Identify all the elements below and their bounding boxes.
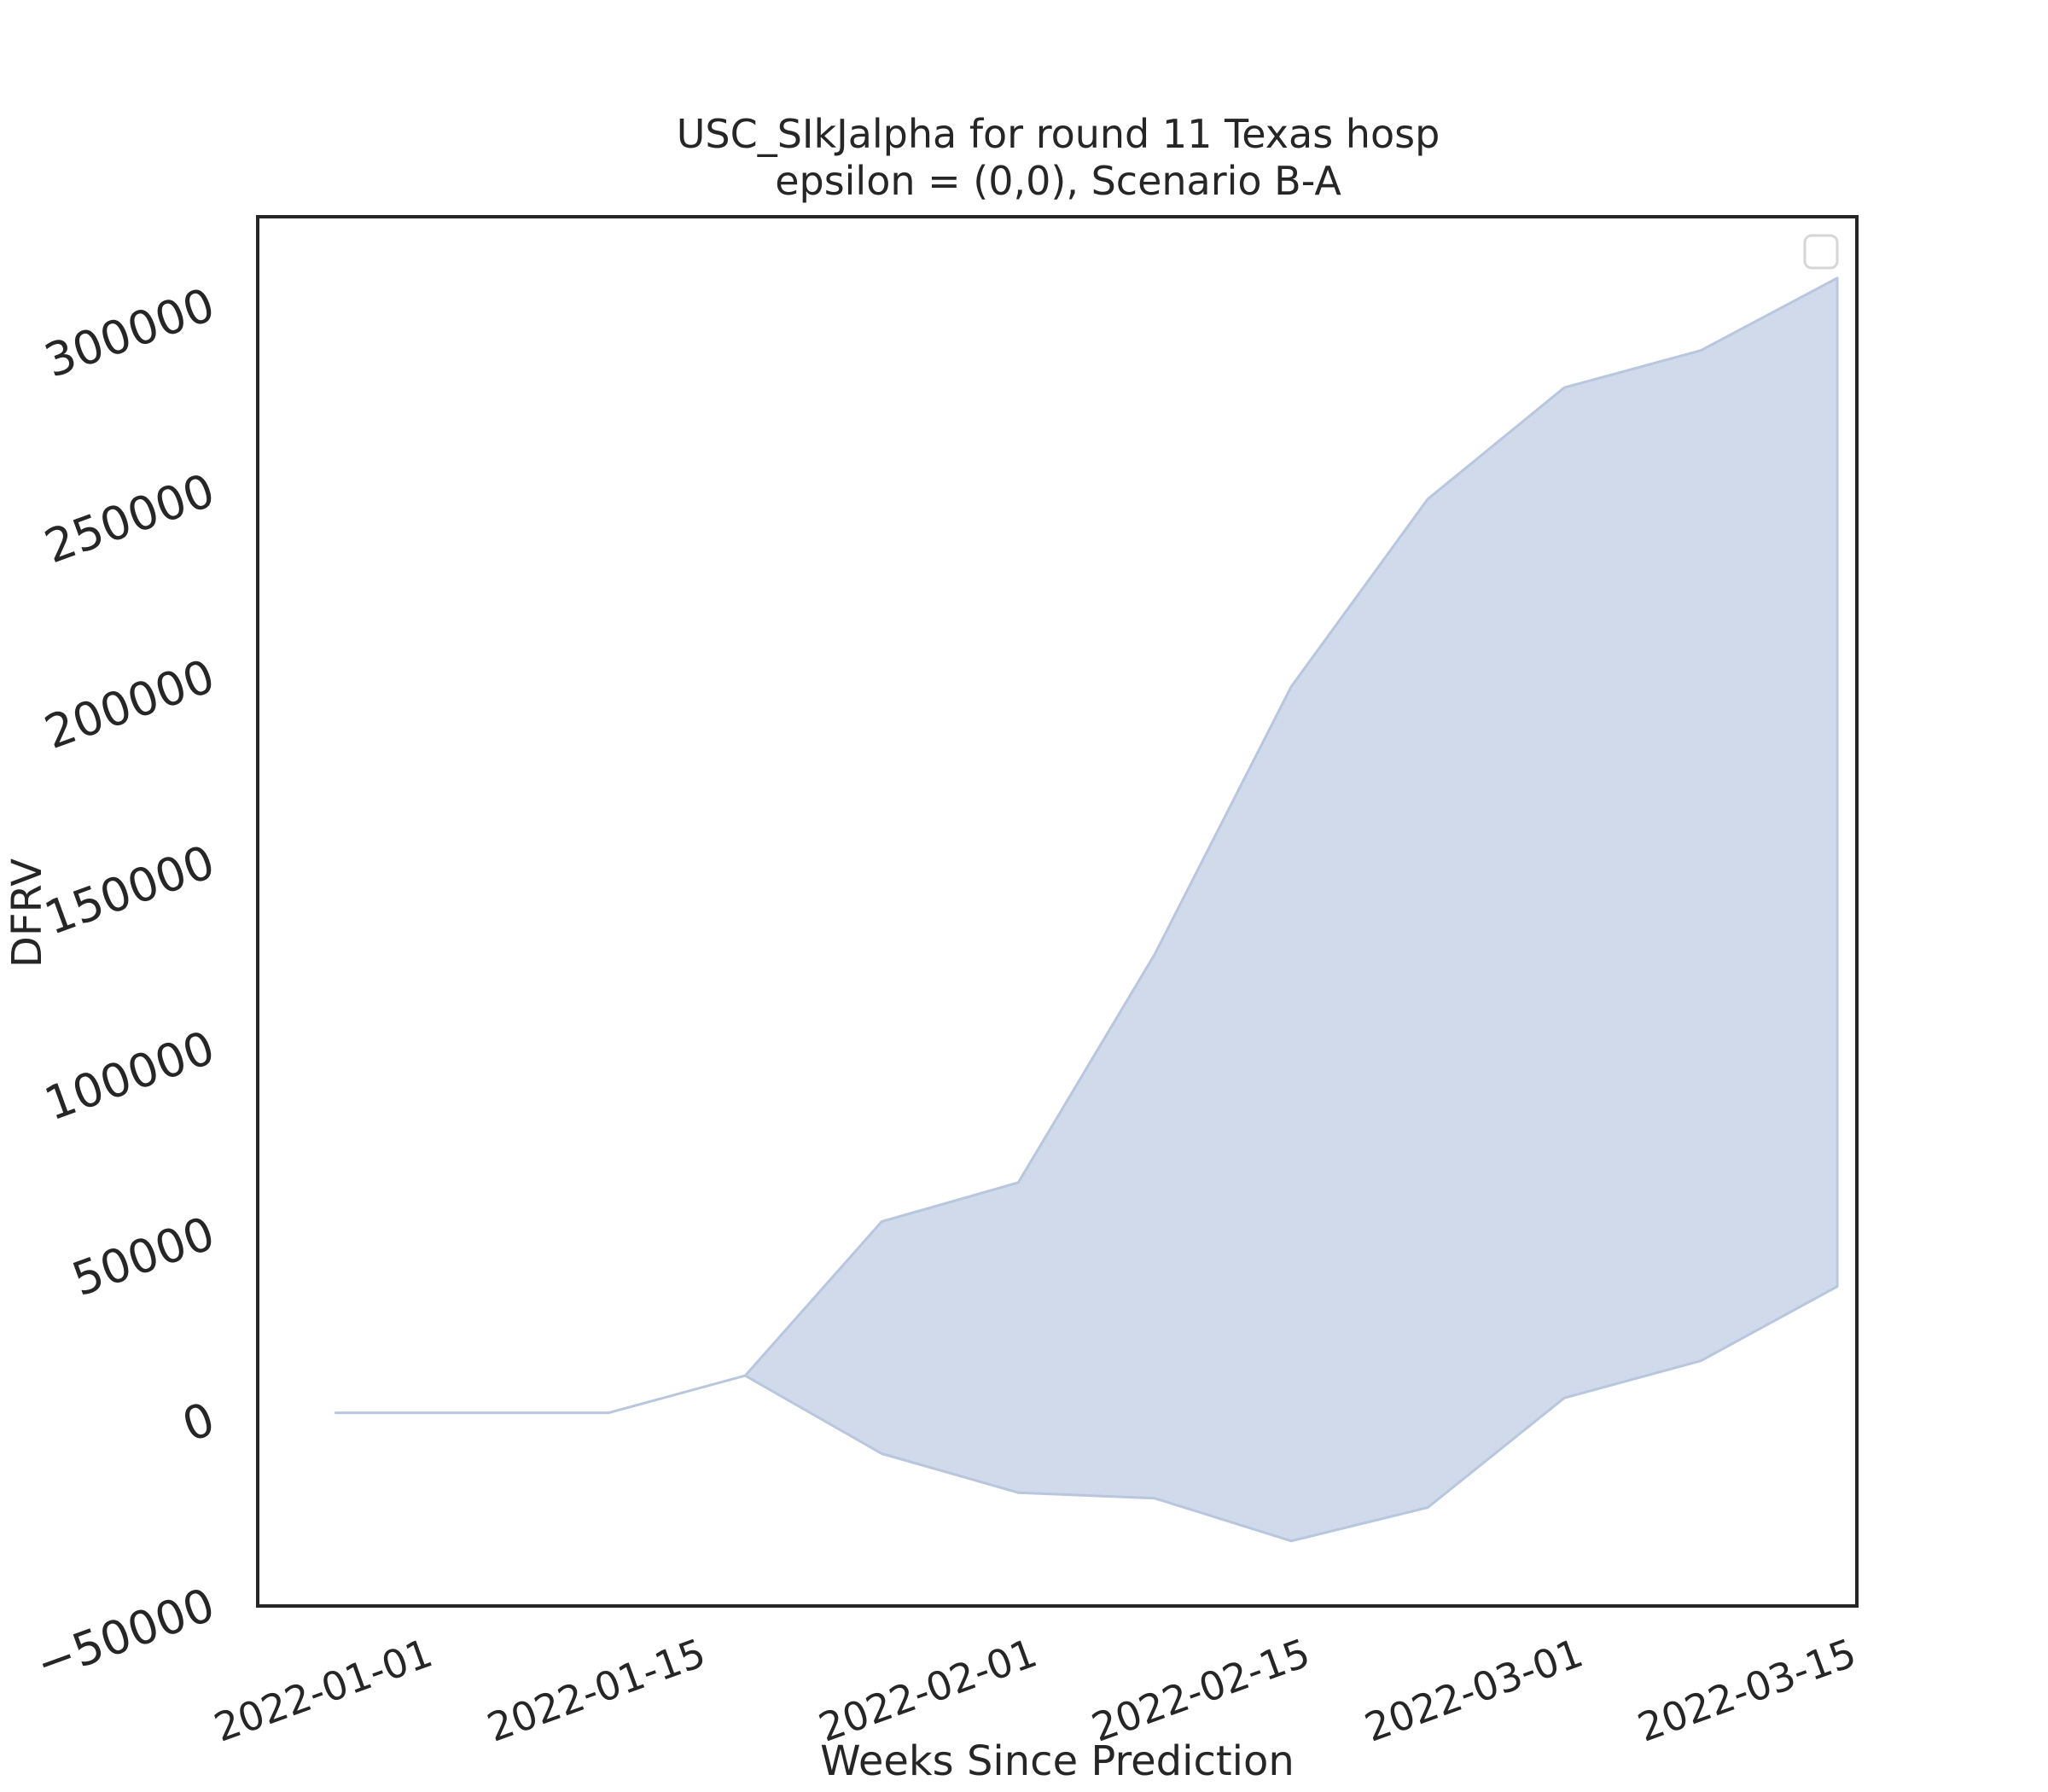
x-tick-label: 2022-02-15 [1085,1630,1316,1751]
y-tick-label: 200000 [38,649,221,759]
y-axis-label: DFRV [3,858,51,968]
series-0-band [334,276,1839,1543]
y-axis-ticks: −50000 0 50000 100000 150000 200000 250000 3000… [29,277,221,1691]
x-tick-label: 2022-02-01 [812,1630,1043,1751]
y-tick-label: 100000 [38,1021,221,1132]
y-tick-label: 300000 [38,277,221,388]
y-tick-label: 50000 [65,1206,221,1306]
x-tick-label: 2022-03-01 [1359,1630,1589,1751]
chart-title-line-1: USC_SIkJalpha for round 11 Texas hosp [677,111,1440,157]
y-tick-label: −50000 [29,1578,221,1691]
chart-title-line-2: epsilon = (0,0), Scenario B-A [775,158,1341,204]
x-tick-label: 2022-01-15 [481,1630,712,1751]
plot-area [256,215,1859,1608]
x-tick-label: 2022-01-01 [208,1630,439,1751]
y-tick-label: 250000 [38,463,221,574]
plot-frame [256,215,1859,1608]
x-tick-label: 2022-03-15 [1632,1630,1862,1751]
x-axis-label: Weeks Since Prediction [820,1737,1295,1785]
y-tick-label: 150000 [38,835,221,945]
legend-box [1803,234,1839,270]
y-tick-label: 0 [176,1392,222,1452]
x-axis-ticks: 2022-01-01 2022-01-15 2022-02-01 2022-02-15… [208,1630,1862,1751]
